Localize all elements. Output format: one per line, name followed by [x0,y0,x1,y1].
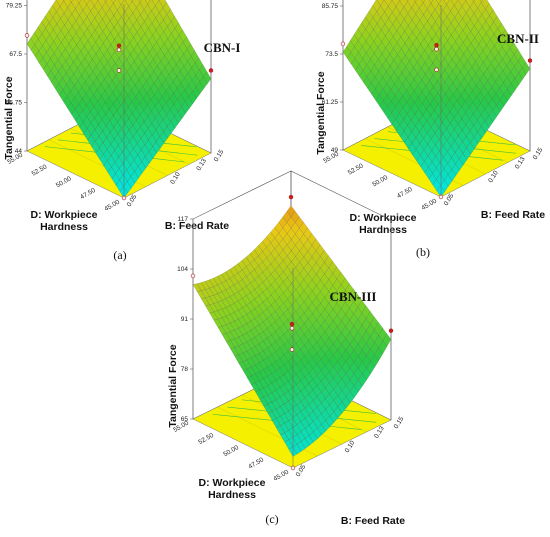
surface-plot-3: 6578911041170.050.100.130.1545.0047.5050… [167,170,406,527]
design-point [289,347,295,352]
surface-cell [104,0,108,3]
y-tick-label: 47.50 [79,187,97,201]
design-point [434,67,439,72]
surface-mesh [192,205,392,457]
z-tick-label: 65 [181,416,189,423]
panel-title: CBN-III [330,289,377,304]
design-point [208,68,214,73]
surface-cell [428,0,434,4]
z-tick-label: 55.75 [6,100,23,107]
surface-cell [76,0,82,4]
design-point [289,326,295,331]
design-point [116,68,122,73]
design-point [434,42,439,48]
design-point [121,195,127,201]
z-tick-label: 67.5 [9,51,22,58]
x-tick-label: 0.15 [393,415,406,430]
design-point [116,47,122,53]
design-point [24,33,30,38]
y-tick-label: 52.50 [197,432,215,446]
surface-cell [111,0,116,4]
panel-caption: (a) [113,248,126,262]
y-tick-label: 50.00 [371,174,389,188]
z-tick-label: 44 [15,148,23,155]
surface-cell [406,0,409,2]
panel-caption: (b) [416,245,430,259]
design-point [438,194,444,200]
surface-cell [413,0,417,3]
z-tick-label: 73.5 [325,51,338,58]
surface-mesh [26,0,212,199]
z-tick-label: 91 [181,316,189,323]
design-point [116,43,122,48]
y-tick-label: 45.00 [272,468,290,482]
y-tick-label: 52.50 [347,162,365,176]
x-axis-label: B: Feed Rate [481,209,545,221]
design-point [288,194,294,200]
y-tick-label: 45.00 [103,198,121,212]
z-axis-label: Tangential Force [315,71,327,154]
design-point [289,321,295,327]
surface-cell [138,0,142,3]
z-tick-label: 79.25 [6,3,23,10]
z-axis-label: Tangential Force [3,76,15,159]
y-tick-label: 52.50 [31,163,49,177]
x-axis-label: B: Feed Rate [341,515,405,527]
x-tick-label: 0.15 [532,146,545,161]
z-tick-label: 49 [331,147,339,154]
surface-cell [479,0,484,3]
y-axis-label: D: Workpiece Hardness [350,212,417,236]
surface-plot-1: 4455.7567.579.25910.050.100.130.1545.004… [3,0,240,262]
panel-title: CBN-II [497,31,539,46]
y-tick-label: 50.00 [222,444,240,458]
surface-cell [421,0,425,3]
y-axis-label: D: Workpiece Hardness [199,477,266,501]
z-tick-label: 78 [181,366,189,373]
y-tick-label: 50.00 [55,175,73,189]
surface-plot-2: 4961.2573.585.75980.050.100.130.1545.004… [315,0,545,259]
y-tick-label: 47.50 [247,456,265,470]
design-point [527,58,533,63]
design-point [388,328,394,333]
y-axis-label: D: Workpiece Hardness [31,209,98,233]
design-point [290,465,296,471]
panel-title: CBN-I [204,40,241,55]
surface-cell [472,0,475,2]
y-tick-label: 45.00 [420,197,438,211]
panel-caption: (c) [265,512,278,526]
surface-cell [69,0,73,3]
z-tick-label: 104 [177,266,188,273]
y-tick-label: 47.50 [396,186,414,200]
x-tick-label: 0.15 [213,148,226,163]
design-point [340,41,346,47]
design-point [434,47,439,52]
z-tick-label: 117 [178,216,189,223]
z-tick-label: 85.75 [322,3,339,10]
design-point [190,273,196,279]
z-tick-label: 61.25 [322,99,339,106]
surface-mesh [342,0,531,198]
z-axis-label: Tangential Force [167,344,179,427]
x-axis-label: B: Feed Rate [165,220,229,232]
